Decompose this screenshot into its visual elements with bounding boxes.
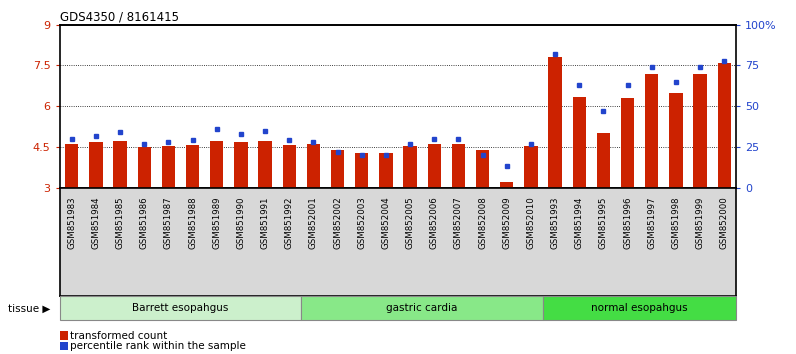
Text: GSM851988: GSM851988 — [188, 196, 197, 249]
Bar — [89, 142, 103, 188]
Bar — [283, 145, 296, 188]
Text: GSM851991: GSM851991 — [260, 196, 270, 249]
Text: GSM851984: GSM851984 — [92, 196, 100, 249]
Bar — [476, 150, 490, 188]
FancyBboxPatch shape — [302, 296, 543, 320]
FancyBboxPatch shape — [543, 296, 736, 320]
Bar — [404, 146, 417, 188]
Bar — [234, 142, 248, 188]
Bar — [355, 153, 369, 188]
Text: GSM851985: GSM851985 — [115, 196, 125, 249]
Text: GSM851998: GSM851998 — [671, 196, 681, 249]
Text: gastric cardia: gastric cardia — [387, 303, 458, 313]
Text: tissue ▶: tissue ▶ — [8, 303, 50, 313]
Text: GSM851987: GSM851987 — [164, 196, 173, 249]
Text: GDS4350 / 8161415: GDS4350 / 8161415 — [60, 11, 178, 24]
Text: GSM851986: GSM851986 — [140, 196, 149, 249]
Text: GSM851993: GSM851993 — [551, 196, 560, 249]
Text: normal esopahgus: normal esopahgus — [591, 303, 688, 313]
Text: GSM851995: GSM851995 — [599, 196, 608, 249]
Bar — [427, 144, 441, 188]
Bar — [693, 74, 707, 188]
Bar — [621, 98, 634, 188]
Bar — [669, 93, 682, 188]
Bar — [717, 63, 731, 188]
Bar — [525, 145, 537, 188]
Text: GSM851983: GSM851983 — [68, 196, 76, 249]
Text: GSM852005: GSM852005 — [406, 196, 415, 249]
Bar — [597, 133, 610, 188]
Bar — [379, 153, 392, 188]
Text: GSM851994: GSM851994 — [575, 196, 583, 249]
Text: GSM852003: GSM852003 — [357, 196, 366, 249]
Bar — [259, 141, 271, 188]
Text: GSM852009: GSM852009 — [502, 196, 511, 249]
Bar — [572, 97, 586, 188]
Bar — [210, 141, 224, 188]
Text: GSM851996: GSM851996 — [623, 196, 632, 249]
Bar — [138, 147, 151, 188]
Bar — [645, 74, 658, 188]
Text: transformed count: transformed count — [70, 331, 167, 341]
Text: GSM852006: GSM852006 — [430, 196, 439, 249]
Bar — [162, 145, 175, 188]
Text: GSM852001: GSM852001 — [309, 196, 318, 249]
Text: Barrett esopahgus: Barrett esopahgus — [132, 303, 228, 313]
Text: GSM851999: GSM851999 — [696, 196, 704, 249]
Text: GSM852010: GSM852010 — [526, 196, 536, 249]
Text: GSM852008: GSM852008 — [478, 196, 487, 249]
Bar — [452, 144, 465, 188]
Text: percentile rank within the sample: percentile rank within the sample — [70, 341, 246, 351]
Bar — [65, 144, 79, 188]
Bar — [548, 57, 562, 188]
Text: GSM852004: GSM852004 — [381, 196, 390, 249]
Bar — [306, 144, 320, 188]
Text: GSM852000: GSM852000 — [720, 196, 728, 249]
Bar — [114, 141, 127, 188]
Bar — [186, 145, 199, 188]
Text: GSM851990: GSM851990 — [236, 196, 245, 249]
Text: GSM851992: GSM851992 — [285, 196, 294, 249]
Text: GSM852007: GSM852007 — [454, 196, 463, 249]
FancyBboxPatch shape — [60, 296, 302, 320]
Text: GSM851989: GSM851989 — [213, 196, 221, 249]
Bar — [331, 150, 344, 188]
Text: GSM852002: GSM852002 — [333, 196, 342, 249]
Bar — [500, 182, 513, 188]
Text: GSM851997: GSM851997 — [647, 196, 656, 249]
